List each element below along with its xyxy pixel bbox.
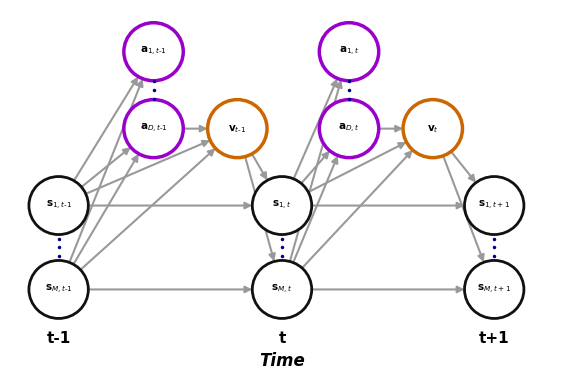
Ellipse shape (252, 261, 312, 318)
Text: $\mathbf{s}_{M,t}$: $\mathbf{s}_{M,t}$ (271, 283, 293, 296)
Text: $\mathbf{s}_{1,t\text{-}1}$: $\mathbf{s}_{1,t\text{-}1}$ (46, 199, 72, 212)
Text: t+1: t+1 (479, 331, 509, 346)
Text: $\mathbf{a}_{1,t\text{-}1}$: $\mathbf{a}_{1,t\text{-}1}$ (140, 45, 167, 58)
Ellipse shape (403, 100, 462, 158)
Ellipse shape (29, 261, 89, 318)
Text: Time: Time (259, 352, 305, 370)
Text: $\mathbf{s}_{1,t}$: $\mathbf{s}_{1,t}$ (272, 199, 292, 212)
Ellipse shape (465, 261, 524, 318)
Text: $\mathbf{s}_{M,t\text{-}1}$: $\mathbf{s}_{M,t\text{-}1}$ (45, 283, 73, 296)
Ellipse shape (319, 23, 378, 81)
Text: $\mathbf{v}_{t}$: $\mathbf{v}_{t}$ (427, 123, 439, 135)
Ellipse shape (124, 100, 183, 158)
Text: t-1: t-1 (46, 331, 70, 346)
Ellipse shape (319, 100, 378, 158)
Text: $\mathbf{s}_{1,t+1}$: $\mathbf{s}_{1,t+1}$ (478, 199, 510, 212)
Text: $\mathbf{a}_{D,t}$: $\mathbf{a}_{D,t}$ (338, 122, 360, 135)
Text: $\mathbf{a}_{1,t}$: $\mathbf{a}_{1,t}$ (339, 45, 359, 58)
Text: $\mathbf{v}_{t\text{-}1}$: $\mathbf{v}_{t\text{-}1}$ (228, 123, 246, 135)
Ellipse shape (465, 177, 524, 235)
Ellipse shape (124, 23, 183, 81)
Text: t: t (278, 331, 286, 346)
Ellipse shape (29, 177, 89, 235)
Text: $\mathbf{a}_{D,t\text{-}1}$: $\mathbf{a}_{D,t\text{-}1}$ (140, 122, 168, 135)
Ellipse shape (208, 100, 267, 158)
Text: $\mathbf{s}_{M,t+1}$: $\mathbf{s}_{M,t+1}$ (477, 283, 511, 296)
Ellipse shape (252, 177, 312, 235)
